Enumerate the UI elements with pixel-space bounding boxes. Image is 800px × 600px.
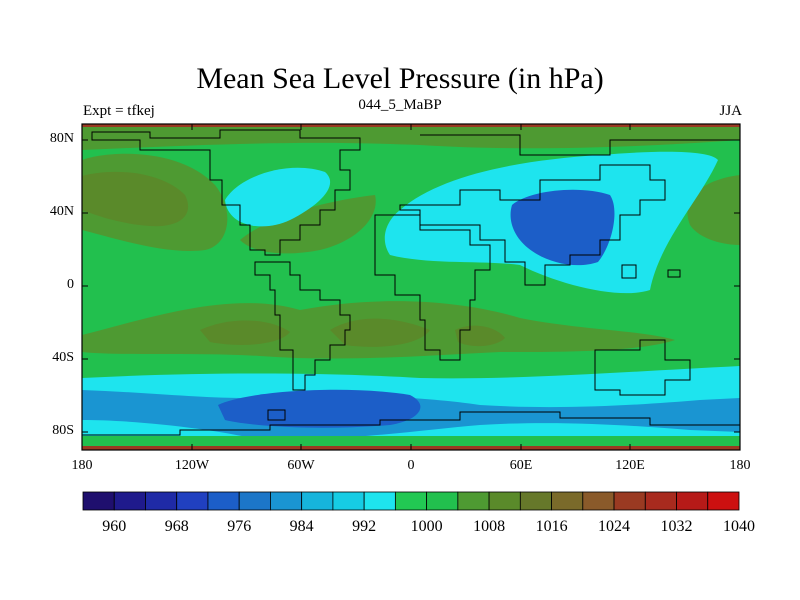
experiment-period-label: 044_5_MaBP — [358, 97, 442, 113]
colorbar-swatch — [270, 491, 303, 511]
x-tick-label-120e: 120E — [615, 458, 645, 473]
x-tick-label-180w: 180 — [71, 458, 93, 473]
contour-arctic-band — [82, 127, 740, 150]
x-tick-label-60w: 60W — [287, 458, 315, 473]
arctic-coast — [420, 134, 740, 156]
colorbar-swatch — [332, 491, 365, 511]
colorbar-label: 1032 — [660, 518, 693, 535]
colorbar — [82, 491, 740, 511]
colorbar-swatch — [176, 491, 209, 511]
colorbar-swatch — [582, 491, 615, 511]
contour-wpacific-high — [687, 175, 740, 245]
x-tick-label-60e: 60E — [509, 458, 533, 473]
x-tick-label-120w: 120W — [174, 458, 210, 473]
colorbar-swatch — [707, 491, 740, 511]
contour-natlantic-high — [240, 195, 376, 254]
colorbar-swatch — [207, 491, 240, 511]
colorbar-swatch — [644, 491, 677, 511]
y-tick-label-80n: 80N — [49, 131, 74, 146]
antarctica-coast — [82, 411, 740, 436]
y-axis-ticks — [82, 139, 740, 433]
island-coast — [621, 264, 637, 279]
colorbar-swatch — [426, 491, 459, 511]
colorbar-swatch — [457, 491, 490, 511]
colorbar-label: 976 — [227, 518, 252, 535]
colorbar-label: 1008 — [473, 518, 506, 535]
y-tick-label-40n: 40N — [49, 204, 74, 219]
colorbar-swatch — [551, 491, 584, 511]
colorbar-swatch — [519, 491, 552, 511]
south-america-coast — [254, 261, 351, 391]
colorbar-swatch — [613, 491, 646, 511]
colorbar-swatch — [676, 491, 709, 511]
colorbar-label: 1000 — [410, 518, 443, 535]
y-tick-label-40s: 40S — [52, 350, 74, 365]
colorbar-swatch — [363, 491, 396, 511]
australia-coast — [594, 339, 691, 396]
colorbar-label: 992 — [352, 518, 377, 535]
contour-south-high-atlantic — [330, 318, 430, 347]
coastlines — [82, 129, 740, 436]
x-tick-label-180e: 180 — [729, 458, 751, 473]
season-label: JJA — [719, 103, 742, 119]
y-tick-label-80s: 80S — [52, 423, 74, 438]
x-axis-ticks — [81, 124, 741, 450]
colorbar-label: 960 — [102, 518, 127, 535]
experiment-id-label: Expt = tfkej — [83, 103, 155, 119]
map-title: Mean Sea Level Pressure (in hPa) — [196, 62, 604, 95]
contour-namerica-low — [225, 167, 331, 227]
north-america-coast — [91, 129, 361, 256]
colorbar-swatch — [238, 491, 271, 511]
colorbar-swatch — [82, 491, 115, 511]
x-tick-label-0: 0 — [407, 458, 415, 473]
colorbar-swatch — [488, 491, 521, 511]
colorbar-swatch — [394, 491, 428, 511]
contour-southern-ocean-deep-low — [218, 389, 421, 428]
contour-asia-low-inner — [510, 189, 615, 266]
contour-south-high-africa — [455, 325, 505, 347]
island-coast — [667, 269, 681, 278]
colorbar-label: 1024 — [598, 518, 631, 535]
colorbar-label: 1040 — [723, 518, 755, 535]
colorbar-swatch — [301, 491, 334, 511]
colorbar-swatch — [113, 491, 146, 511]
eurasia-coast — [399, 164, 666, 286]
colorbar-label: 968 — [164, 518, 189, 535]
colorbar-label: 1016 — [535, 518, 568, 535]
africa-coast — [374, 214, 491, 361]
contour-fills — [82, 124, 740, 450]
colorbar-swatch — [145, 491, 178, 511]
contour-south-high-pacific — [200, 320, 290, 345]
contour-npacific-high-inner — [82, 171, 189, 227]
y-tick-label-0: 0 — [67, 277, 74, 292]
antarctic-peninsula-coast — [267, 409, 286, 421]
colorbar-label: 984 — [289, 518, 314, 535]
